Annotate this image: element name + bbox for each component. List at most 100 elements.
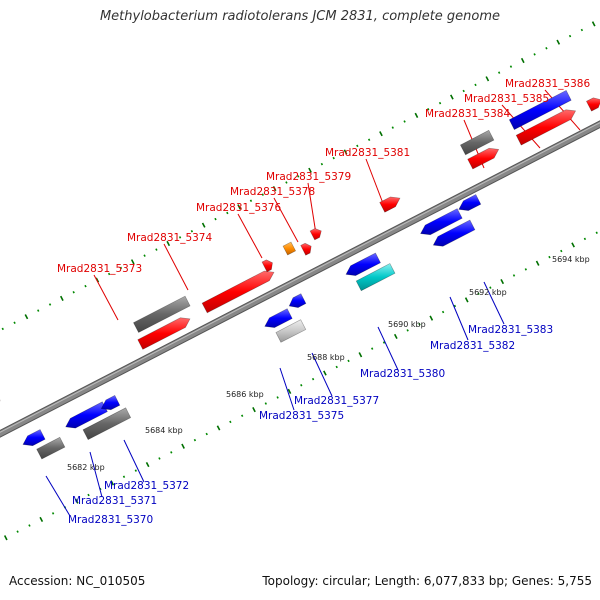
gene-mrad2831-5380 — [345, 252, 381, 276]
kbp-label-5690: 5690 kbp — [388, 320, 426, 329]
bottom-tick-minor — [477, 292, 480, 296]
top-tick-major — [272, 185, 277, 192]
gene-mrad2831-5375 — [264, 308, 293, 328]
bottom-tick-minor — [583, 237, 587, 241]
gene-label-mrad2831-5373: Mrad2831_5373 — [57, 263, 142, 275]
gene-label-mrad2831-5370: Mrad2831_5370 — [68, 514, 153, 526]
gene-mrad2831-5377 — [288, 293, 307, 308]
gene-mrad2831-5385b — [508, 89, 572, 131]
top-tick-minor — [403, 120, 406, 123]
bottom-tick-minor — [16, 530, 19, 533]
top-tick-major — [166, 240, 171, 247]
axis-line — [0, 121, 600, 437]
bottom-tick-major — [3, 535, 8, 541]
top-tick-minor — [297, 175, 300, 178]
bottom-tick-major — [429, 315, 434, 321]
top-tick-major — [556, 39, 561, 45]
top-tick-minor — [285, 181, 288, 184]
accession-text: Accession: NC_010505 — [9, 574, 146, 588]
gene-label-mrad2831-5379: Mrad2831_5379 — [266, 171, 351, 183]
top-tick-minor — [13, 321, 16, 325]
kbp-label-5682: 5682 kbp — [67, 463, 105, 472]
gene-pseudo-mrad2831-5370b — [36, 436, 66, 460]
gene-label-mrad2831-5371: Mrad2831_5371 — [72, 495, 157, 507]
leader-mrad2831-5371 — [89, 451, 103, 498]
top-tick-major — [591, 21, 596, 27]
bottom-tick-minor — [453, 304, 457, 308]
leader-mrad2831-5386 — [544, 89, 581, 131]
top-tick-minor — [261, 193, 264, 196]
top-tick-major — [450, 94, 454, 100]
bottom-tick-major — [393, 333, 398, 340]
gene-mrad2831-5386 — [585, 97, 600, 112]
gene-label-mrad2831-5385: Mrad2831_5385 — [464, 93, 549, 105]
gene-label-mrad2831-5375: Mrad2831_5375 — [259, 410, 344, 422]
gene-label-mrad2831-5374: Mrad2831_5374 — [127, 232, 212, 244]
top-tick-minor — [533, 53, 536, 56]
leader-mrad2831-5383 — [483, 281, 505, 325]
bottom-tick-major — [181, 443, 185, 449]
gene-mrad2831-5372 — [100, 394, 121, 411]
gene-mrad2831-5385 — [515, 109, 577, 146]
gene-label-mrad2831-5380: Mrad2831_5380 — [360, 368, 445, 380]
top-tick-minor — [190, 230, 194, 233]
bottom-tick-minor — [489, 286, 492, 289]
leader-mrad2831-5379 — [307, 182, 317, 235]
top-tick-major — [379, 131, 383, 137]
top-tick-major — [414, 112, 419, 118]
top-tick-minor — [474, 83, 477, 87]
top-tick-minor — [356, 144, 359, 148]
top-tick-minor — [37, 309, 40, 312]
gene-label-mrad2831-5381: Mrad2831_5381 — [325, 147, 410, 159]
gene-mrad2831-5383 — [432, 219, 476, 247]
top-tick-minor — [143, 254, 146, 257]
top-tick-major — [201, 222, 206, 228]
leader-mrad2831-5374 — [163, 243, 189, 291]
kbp-label-5692: 5692 kbp — [469, 288, 507, 297]
gene-pseudo-mrad2831-5384b — [459, 129, 495, 156]
bottom-tick-minor — [264, 402, 267, 405]
bottom-tick-major — [464, 297, 469, 303]
top-tick-minor — [462, 89, 465, 93]
leader-mrad2831-5376 — [237, 213, 263, 259]
top-tick-minor — [178, 236, 182, 239]
kbp-label-5686: 5686 kbp — [226, 390, 264, 399]
gene-mrad2831-5374 — [201, 270, 275, 314]
top-tick-major — [60, 295, 64, 301]
gene-label-mrad2831-5383: Mrad2831_5383 — [468, 324, 553, 336]
top-tick-minor — [155, 248, 158, 251]
bottom-tick-major — [287, 388, 292, 394]
gene-rna-mrad2831-5380b — [355, 263, 396, 292]
top-tick-minor — [84, 284, 87, 288]
bottom-tick-minor — [512, 274, 516, 277]
bottom-tick-major — [323, 370, 327, 376]
gene-label-mrad2831-5372: Mrad2831_5372 — [104, 480, 189, 492]
leader-mrad2831-5375 — [279, 367, 295, 411]
bottom-tick-minor — [229, 420, 232, 424]
top-tick-minor — [509, 65, 513, 68]
bottom-tick-minor — [170, 451, 173, 454]
map-title: Methylobacterium radiotolerans JCM 2831,… — [99, 9, 501, 24]
bottom-tick-major — [358, 352, 363, 358]
top-tick-minor — [568, 34, 572, 38]
top-tick-minor — [367, 138, 371, 142]
gene-pseudo-mrad2831-5373b — [133, 295, 191, 333]
bottom-tick-minor — [87, 493, 90, 497]
bottom-tick-minor — [300, 383, 303, 387]
bottom-tick-minor — [311, 377, 315, 381]
gene-mrad2831-5384 — [467, 147, 500, 170]
bottom-tick-major — [110, 480, 115, 486]
gene-pseudo-mrad2831-5371b — [82, 407, 132, 441]
gene-label-mrad2831-5386: Mrad2831_5386 — [505, 78, 590, 90]
gene-mrad2831-5382b — [458, 194, 482, 211]
bottom-tick-minor — [595, 231, 598, 235]
gene-mrad2831-5378 — [300, 242, 312, 256]
leader-mrad2831-5378 — [273, 197, 299, 243]
bottom-tick-minor — [122, 475, 126, 479]
bottom-tick-major — [252, 407, 256, 413]
top-tick-major — [95, 277, 100, 283]
bottom-tick-minor — [241, 414, 244, 418]
bottom-tick-major — [571, 242, 575, 248]
top-tick-minor — [438, 101, 442, 105]
gene-mrad2831-5373 — [137, 317, 191, 350]
